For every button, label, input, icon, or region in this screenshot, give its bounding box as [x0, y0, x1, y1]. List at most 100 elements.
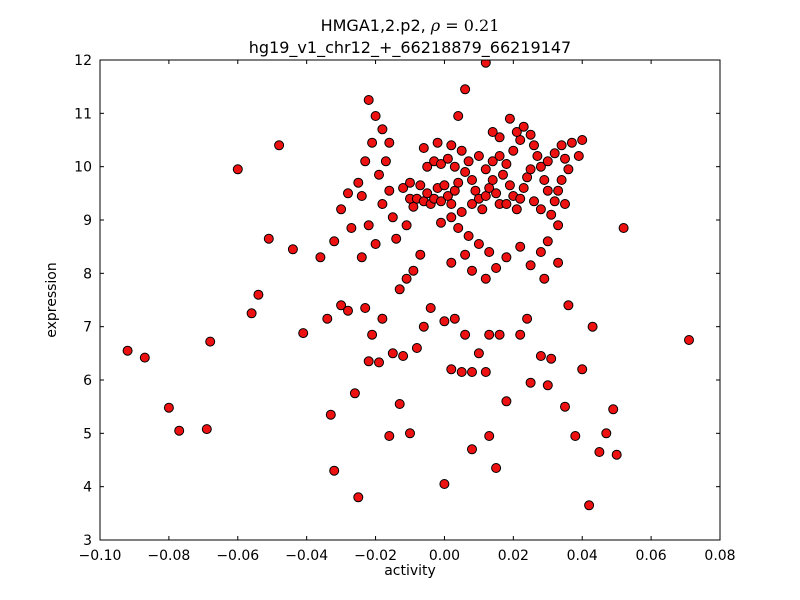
data-point [408, 265, 419, 276]
data-point [504, 180, 515, 191]
data-point [487, 175, 498, 185]
data-point [343, 305, 353, 316]
data-point [201, 424, 212, 435]
data-point [535, 161, 546, 172]
data-point [467, 199, 477, 209]
data-point [494, 132, 505, 143]
data-point [467, 175, 477, 185]
data-point [453, 111, 464, 121]
axes-frame [99, 59, 721, 541]
data-point [449, 161, 460, 172]
x-axis-label: activity [384, 563, 436, 579]
data-point [329, 465, 340, 476]
data-point [463, 156, 474, 167]
data-point [501, 252, 512, 263]
data-point [577, 135, 588, 145]
y-tick-label: 7 [83, 320, 92, 336]
x-tick-label: 0.06 [636, 548, 667, 564]
data-point [422, 188, 433, 199]
data-point [553, 185, 564, 196]
y-tick-label: 11 [74, 106, 92, 122]
data-point [377, 124, 388, 135]
data-point [535, 204, 546, 215]
data-point [436, 217, 446, 228]
rho-symbol: ρ [430, 16, 441, 35]
data-point [487, 127, 498, 137]
data-point [525, 260, 536, 271]
rho-value: = 0.21 [440, 16, 500, 35]
data-point [336, 204, 347, 215]
data-point [325, 409, 336, 420]
data-point [360, 156, 371, 167]
data-point [377, 313, 388, 324]
scatter-points [122, 60, 694, 511]
data-point [367, 329, 378, 340]
data-point [539, 175, 550, 185]
data-point [315, 252, 326, 263]
data-point [456, 367, 467, 377]
data-point [411, 343, 422, 353]
data-point [560, 199, 570, 209]
data-point [439, 479, 450, 489]
data-point [515, 193, 526, 204]
axis-ticks [99, 59, 721, 541]
data-point [473, 151, 484, 161]
data-point [484, 329, 495, 340]
data-point [549, 148, 560, 159]
data-point [298, 328, 309, 339]
data-point [542, 236, 553, 247]
plot-subtitle: hg19_v1_chr12_+_66218879_66219147 [248, 38, 572, 57]
data-point [460, 84, 471, 95]
y-tick-label: 10 [74, 160, 92, 176]
data-point [460, 249, 471, 260]
data-point [504, 113, 515, 124]
data-point [535, 247, 546, 257]
data-point [380, 156, 391, 167]
data-point [525, 377, 536, 388]
data-point [253, 289, 264, 300]
data-point [346, 223, 357, 233]
x-tick-label: −0.04 [285, 548, 328, 564]
data-point [405, 177, 415, 188]
data-point [480, 164, 491, 175]
data-point [387, 348, 398, 359]
data-point [363, 356, 374, 367]
data-point [480, 60, 491, 68]
data-point [573, 151, 584, 161]
data-point [525, 164, 536, 175]
x-tick-label: 0.04 [567, 548, 598, 564]
data-point [374, 169, 384, 180]
data-point [518, 183, 529, 193]
data-point [601, 428, 612, 439]
data-point [553, 257, 564, 268]
data-point [405, 428, 415, 439]
data-point [546, 353, 557, 364]
data-point [473, 348, 484, 359]
data-point [480, 273, 491, 284]
data-point [467, 367, 477, 377]
data-point [563, 164, 574, 175]
data-point [542, 380, 553, 391]
data-point [384, 185, 395, 196]
data-point [556, 175, 567, 185]
data-point [287, 244, 298, 255]
data-point [549, 196, 560, 207]
data-point [529, 140, 539, 151]
x-tick-label: 0.08 [704, 548, 735, 564]
data-point [460, 167, 471, 177]
x-tick-label: −0.06 [216, 548, 259, 564]
data-point [525, 129, 536, 140]
plot-title-text: HMGA1,2.p2, [320, 16, 431, 35]
data-point [535, 351, 546, 361]
y-tick-label: 8 [83, 266, 92, 282]
y-tick-labels: 3 4 5 6 7 8 9 10 11 12 [74, 53, 92, 549]
x-tick-label: 0.02 [498, 548, 529, 564]
data-point [415, 249, 426, 260]
data-point [518, 121, 529, 132]
data-point [480, 367, 491, 377]
data-point [446, 257, 457, 268]
data-point [329, 236, 340, 247]
data-point [566, 137, 577, 148]
data-point [384, 431, 395, 441]
